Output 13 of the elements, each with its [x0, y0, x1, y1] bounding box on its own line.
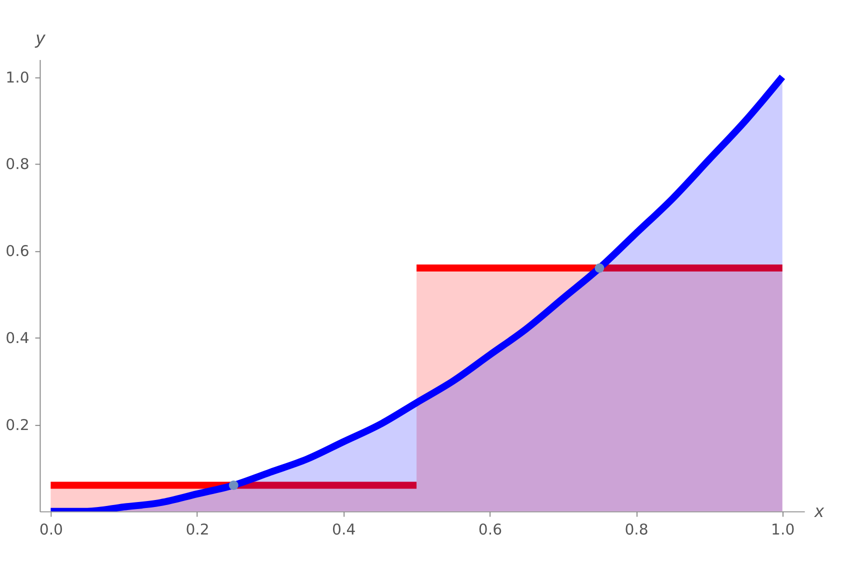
y-tick-label: 1.0 [6, 68, 30, 86]
x-tick-label: 1.0 [771, 520, 795, 539]
y-tick-label: 0.2 [6, 416, 30, 434]
y-tick-label: 0.4 [6, 329, 30, 347]
y-tick-label: 0.8 [6, 155, 30, 174]
y-tick-label: 0.6 [6, 242, 30, 260]
x-axis-title: x [814, 500, 825, 521]
x-tick-label: 0.0 [39, 520, 64, 539]
x-tick-label: 0.6 [478, 520, 502, 539]
y-axis-title: y [34, 28, 46, 48]
x-tick-label: 0.8 [624, 520, 648, 539]
x-tick-label: 0.4 [332, 520, 356, 539]
x-tick-label: 0.2 [186, 520, 210, 539]
